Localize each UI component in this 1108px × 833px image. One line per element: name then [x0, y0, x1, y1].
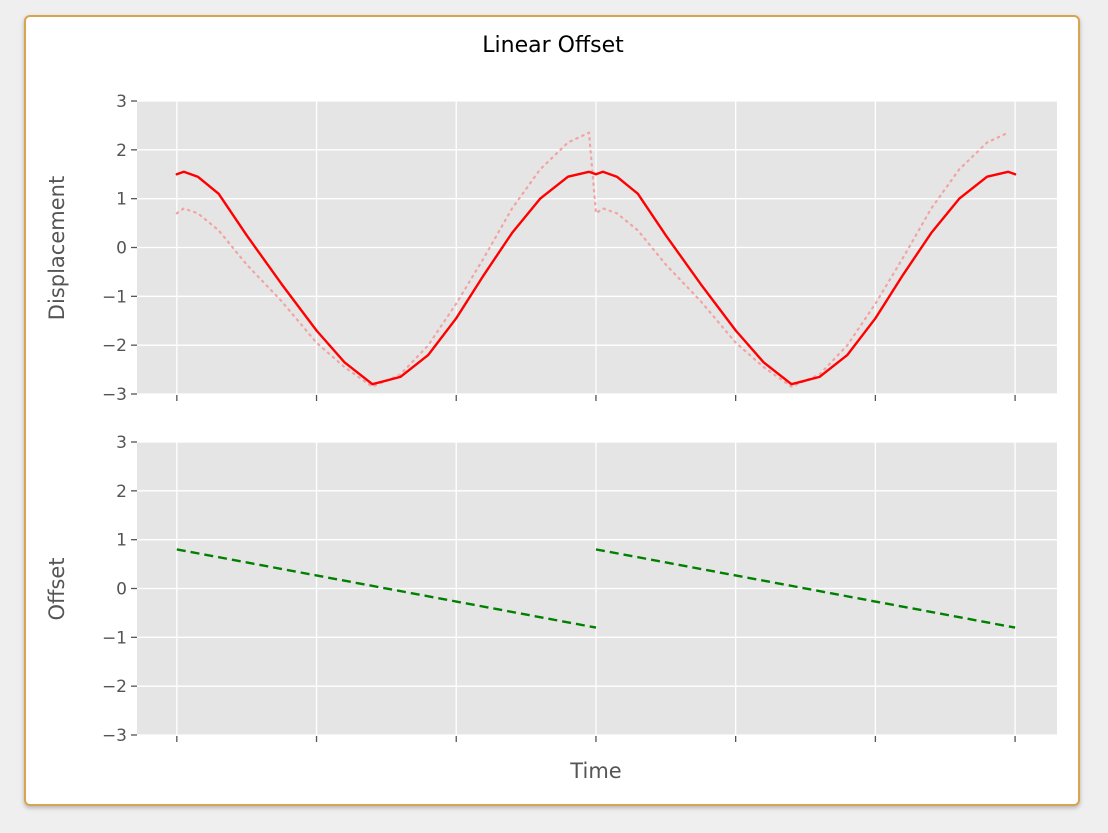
y-tick-label: 2: [116, 141, 127, 161]
y-tick-label: −2: [102, 677, 127, 697]
y-tick-label: 3: [116, 433, 127, 453]
x-axis-label: Time: [569, 759, 621, 783]
y-tick-label: 3: [116, 92, 127, 112]
displacement-line: [175, 170, 1017, 386]
y-tick-label: 1: [116, 531, 127, 551]
offset-subplot: 3 2 1 0 −1 −2 −3 Offset: [45, 433, 1057, 746]
y-tick-label: 0: [116, 580, 127, 600]
chart-title: Linear Offset: [482, 33, 624, 58]
y-tick-label: −1: [102, 628, 127, 648]
y-tick-label: 1: [116, 190, 127, 210]
y-tick-label: −3: [102, 385, 127, 405]
y-axis-label: Offset: [45, 557, 69, 620]
y-tick-label: 2: [116, 482, 127, 502]
displacement-subplot: 3 2 1 0 −1 −2 −3 Displacement: [45, 92, 1057, 405]
y-tick-label: −2: [102, 336, 127, 356]
y-tick-label: −1: [102, 287, 127, 307]
y-tick-label: −3: [102, 726, 127, 746]
y-tick-label: 0: [116, 239, 127, 259]
offset-line: [595, 548, 1016, 629]
offset-line: [176, 548, 597, 629]
y-axis-label: Displacement: [45, 176, 69, 320]
